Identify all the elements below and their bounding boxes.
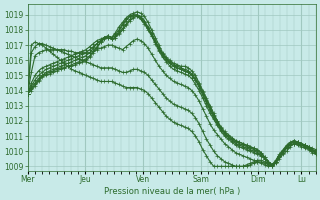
X-axis label: Pression niveau de la mer( hPa ): Pression niveau de la mer( hPa ) [104, 187, 240, 196]
